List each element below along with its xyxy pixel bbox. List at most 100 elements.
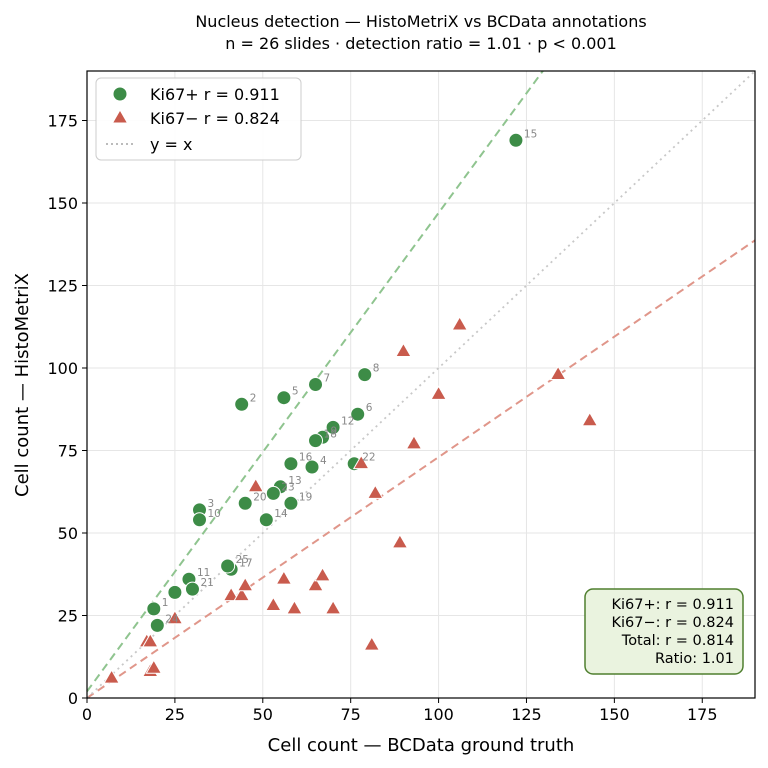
y-tick-label: 125 [47, 277, 78, 296]
stats-line-ki67-positive: Ki67+: r = 0.911 [612, 597, 734, 613]
fit-line [86, 239, 756, 699]
point-ki67-positive [350, 406, 366, 422]
point-id-label: 3 [208, 498, 215, 510]
point-id-label: 14 [274, 508, 288, 520]
point-ki67-negative [264, 596, 282, 612]
grid-lines [86, 71, 755, 699]
point-ki67-positive [325, 419, 341, 435]
stats-line-ratio: Ratio: 1.01 [655, 651, 734, 667]
point-ki67-negative [166, 609, 184, 625]
point-ki67-positive [237, 495, 253, 511]
point-ki67-positive [192, 512, 208, 528]
legend-label-identity-line: y = x [150, 135, 193, 154]
point-ki67-negative [405, 434, 423, 450]
point-ki67-positive [508, 132, 524, 148]
legend-label-ki67-negative: Ki67− r = 0.824 [150, 109, 280, 128]
point-ki67-negative [222, 586, 240, 602]
point-id-label: 11 [197, 567, 210, 579]
point-ki67-negative [275, 570, 293, 585]
point-ki67-positive [283, 456, 299, 472]
y-tick-label: 175 [47, 112, 78, 131]
point-id-label: 15 [524, 128, 537, 140]
point-ki67-positive [149, 617, 165, 633]
point-labels: 1234567891011121314151617181920212223242… [162, 128, 538, 625]
point-ki67-negative [247, 477, 265, 493]
point-ki67-positive [265, 485, 281, 501]
point-ki67-negative [233, 586, 251, 602]
point-id-label: 24 [165, 613, 179, 625]
fit-line [86, 70, 756, 699]
y-axis-label: Cell count — HistoMetriX [12, 273, 33, 497]
point-ki67-positive [308, 433, 324, 449]
point-ki67-positive [146, 601, 162, 617]
point-id-label: 10 [208, 508, 221, 520]
x-tick-label: 175 [687, 705, 718, 724]
x-tick-label: 125 [511, 705, 542, 724]
point-ki67-positive [308, 377, 324, 392]
point-ki67-negative [391, 533, 409, 549]
x-tick-label: 50 [253, 705, 273, 724]
point-ki67-negative [314, 566, 331, 582]
x-tick-label: 0 [82, 705, 92, 724]
point-ki67-negative [366, 484, 384, 499]
point-id-label: 22 [362, 452, 375, 464]
x-tick-label: 150 [599, 705, 630, 724]
point-ki67-positive [304, 459, 320, 475]
y-tick-label: 100 [47, 359, 78, 378]
point-ki67-negative [286, 599, 303, 615]
point-ki67-positive [184, 581, 200, 597]
point-id-label: 4 [320, 455, 327, 467]
point-ki67-negative [430, 385, 447, 400]
stats-line-total: Total: r = 0.814 [621, 633, 734, 649]
point-id-label: 2 [250, 392, 257, 404]
point-id-label: 20 [253, 491, 266, 503]
legend-marker-ki67-negative [111, 108, 129, 124]
point-ki67-negative [141, 632, 159, 648]
point-ki67-negative [324, 599, 342, 615]
point-id-label: 6 [366, 402, 373, 414]
point-id-label: 12 [341, 415, 354, 427]
point-ki67-negative [145, 659, 163, 674]
legend-marker-ki67-positive [112, 86, 128, 102]
y-tick-label: 75 [58, 442, 78, 461]
point-id-label: 5 [292, 386, 299, 398]
point-ki67-positive [283, 495, 299, 511]
stats-box-frame [584, 588, 744, 675]
point-id-label: 23 [281, 481, 294, 493]
point-id-label: 19 [299, 491, 312, 503]
chart-title: Nucleus detection — HistoMetriX vs BCDat… [195, 12, 646, 31]
point-ki67-negative [549, 365, 567, 381]
x-tick-label: 25 [165, 705, 185, 724]
point-ki67-negative [363, 636, 381, 651]
data-points [103, 132, 599, 684]
point-ki67-positive [357, 367, 373, 383]
point-ki67-positive [220, 558, 236, 574]
point-id-label: 7 [324, 373, 331, 385]
point-id-label: 16 [299, 452, 313, 464]
point-id-label: 1 [162, 597, 169, 609]
point-id-label: 18 [324, 429, 337, 441]
legend: Ki67+ r = 0.911 Ki67− r = 0.824 y = x [95, 77, 302, 161]
point-id-label: 8 [373, 363, 380, 375]
point-ki67-positive [234, 396, 250, 412]
point-id-label: 25 [236, 554, 249, 566]
stats-box: Ki67+: r = 0.911 Ki67−: r = 0.824 Total:… [584, 588, 744, 675]
point-ki67-negative [581, 411, 599, 427]
x-axis-ticks: 0 25 50 75 100 125 150 175 [82, 698, 718, 724]
x-axis-label: Cell count — BCData ground truth [268, 735, 575, 756]
y-tick-label: 150 [47, 194, 78, 213]
point-id-label: 13 [288, 475, 301, 487]
point-ki67-negative [395, 342, 412, 357]
point-ki67-negative [352, 454, 370, 470]
point-ki67-negative [103, 669, 120, 684]
x-tick-label: 100 [423, 705, 454, 724]
legend-box [95, 77, 302, 161]
y-tick-label: 25 [58, 607, 78, 626]
point-ki67-positive [258, 512, 274, 528]
point-ki67-positive [167, 584, 183, 600]
point-id-label: 17 [239, 557, 252, 569]
y-axis-ticks: 0 25 50 75 100 125 150 175 [47, 112, 87, 708]
y-tick-label: 0 [68, 689, 78, 708]
legend-label-ki67-positive: Ki67+ r = 0.911 [150, 85, 280, 104]
